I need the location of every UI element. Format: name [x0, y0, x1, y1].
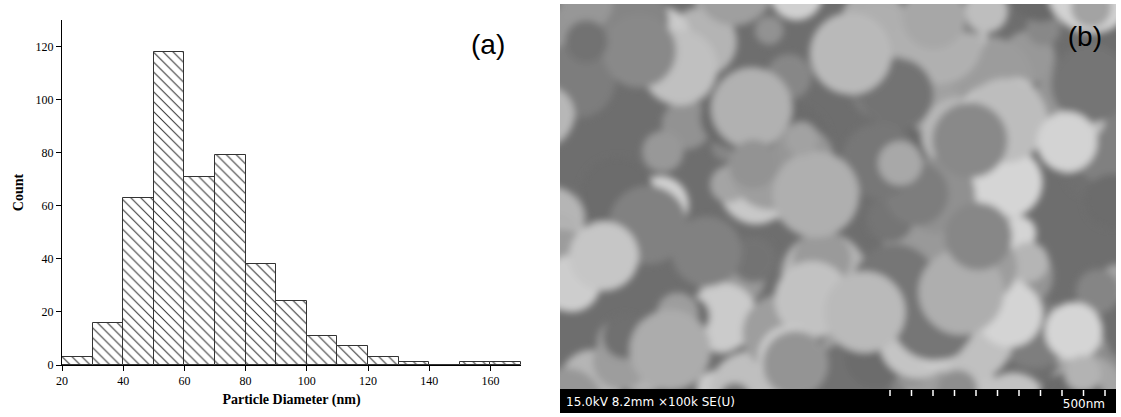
svg-text:(a): (a) [471, 29, 505, 60]
svg-text:60: 60 [42, 199, 54, 213]
svg-text:0: 0 [48, 358, 54, 372]
svg-text:15.0kV 8.2mm ×100k SE(U): 15.0kV 8.2mm ×100k SE(U) [566, 395, 735, 409]
svg-text:40: 40 [42, 252, 54, 266]
svg-text:80: 80 [240, 374, 252, 388]
svg-text:Count: Count [11, 173, 26, 211]
svg-text:(b): (b) [1068, 21, 1102, 52]
svg-text:20: 20 [42, 305, 54, 319]
svg-text:20: 20 [56, 374, 68, 388]
svg-text:160: 160 [481, 374, 499, 388]
svg-text:60: 60 [178, 374, 190, 388]
svg-text:100: 100 [36, 93, 54, 107]
svg-text:500nm: 500nm [1063, 397, 1105, 411]
svg-text:100: 100 [298, 374, 316, 388]
svg-text:140: 140 [420, 374, 438, 388]
svg-text:40: 40 [117, 374, 129, 388]
svg-text:120: 120 [359, 374, 377, 388]
svg-text:80: 80 [42, 146, 54, 160]
svg-text:Particle Diameter (nm): Particle Diameter (nm) [222, 392, 360, 408]
svg-text:120: 120 [36, 40, 54, 54]
